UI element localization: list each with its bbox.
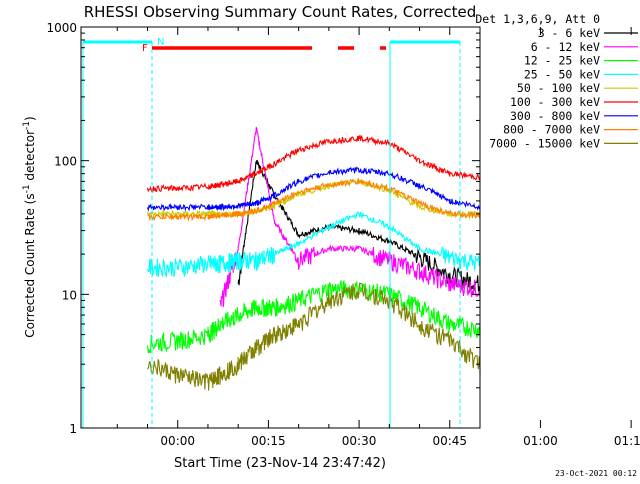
series-line-25-50-kev — [146, 211, 481, 278]
night-flag-label: N — [157, 37, 164, 48]
legend-entry-label: 25 - 50 keV — [524, 67, 600, 81]
x-tick-label: 01:00 — [523, 434, 558, 448]
x-axis-label: Start Time (23-Nov-14 23:47:42) — [174, 456, 386, 471]
legend-entry-label: 100 - 300 keV — [510, 95, 600, 109]
x-tick-label: 00:15 — [251, 434, 286, 448]
flare-flag-label: F — [142, 43, 148, 54]
series-line-50-100-kev — [146, 178, 481, 219]
y-axis-label-mid: detector — [23, 130, 37, 185]
legend-entry-label: 300 - 800 keV — [510, 109, 600, 123]
series-line-100-300-kev — [146, 135, 481, 194]
series-line-12-25-kev — [146, 280, 481, 354]
series-line-7000-15000-kev — [147, 282, 481, 391]
legend-entry-label: 3 - 6 keV — [538, 26, 600, 40]
legend-entry-label: 7000 - 15000 keV — [489, 136, 600, 150]
y-axis-label: Corrected Count Rate (s-1 detector-1) — [22, 116, 37, 337]
series-group — [146, 126, 481, 391]
series-line-6-12-kev — [219, 126, 481, 308]
y-axis-label-sup1: -1 — [22, 184, 32, 193]
y-tick-label: 100 — [54, 155, 77, 169]
legend-header: Det 1,3,6,9, Att 0 — [475, 12, 600, 26]
x-tick-label: 00:45 — [432, 434, 467, 448]
y-tick-label: 1 — [69, 422, 77, 436]
footer-timestamp: 23-Oct-2021 00:12 — [555, 469, 637, 478]
plot-frame — [80, 26, 481, 429]
y-axis-label-text: Corrected Count Rate (s-1 detector-1) — [22, 116, 37, 337]
x-tick-label: 00:00 — [160, 434, 195, 448]
legend-entry-label: 50 - 100 keV — [517, 81, 600, 95]
x-tick-label: 00:30 — [342, 434, 377, 448]
series-line-800-7000-kev — [147, 177, 481, 222]
legend-entry-label: 12 - 25 keV — [524, 54, 600, 68]
y-tick-label: 10 — [62, 288, 77, 302]
y-axis-label-main: Corrected Count Rate (s — [23, 193, 37, 337]
y-tick-label: 1000 — [46, 21, 77, 35]
legend-entry-label: 6 - 12 keV — [531, 40, 600, 54]
y-axis-label-sup2: -1 — [22, 121, 32, 130]
x-tick-label: 01:15 — [614, 434, 640, 448]
legend-entry-label: 800 - 7000 keV — [503, 123, 600, 137]
y-axis-label-end: ) — [23, 116, 37, 121]
series-line-300-800-kev — [146, 166, 481, 212]
flag-bars: F N — [142, 37, 164, 54]
chart-title: RHESSI Observing Summary Count Rates, Co… — [84, 3, 477, 21]
